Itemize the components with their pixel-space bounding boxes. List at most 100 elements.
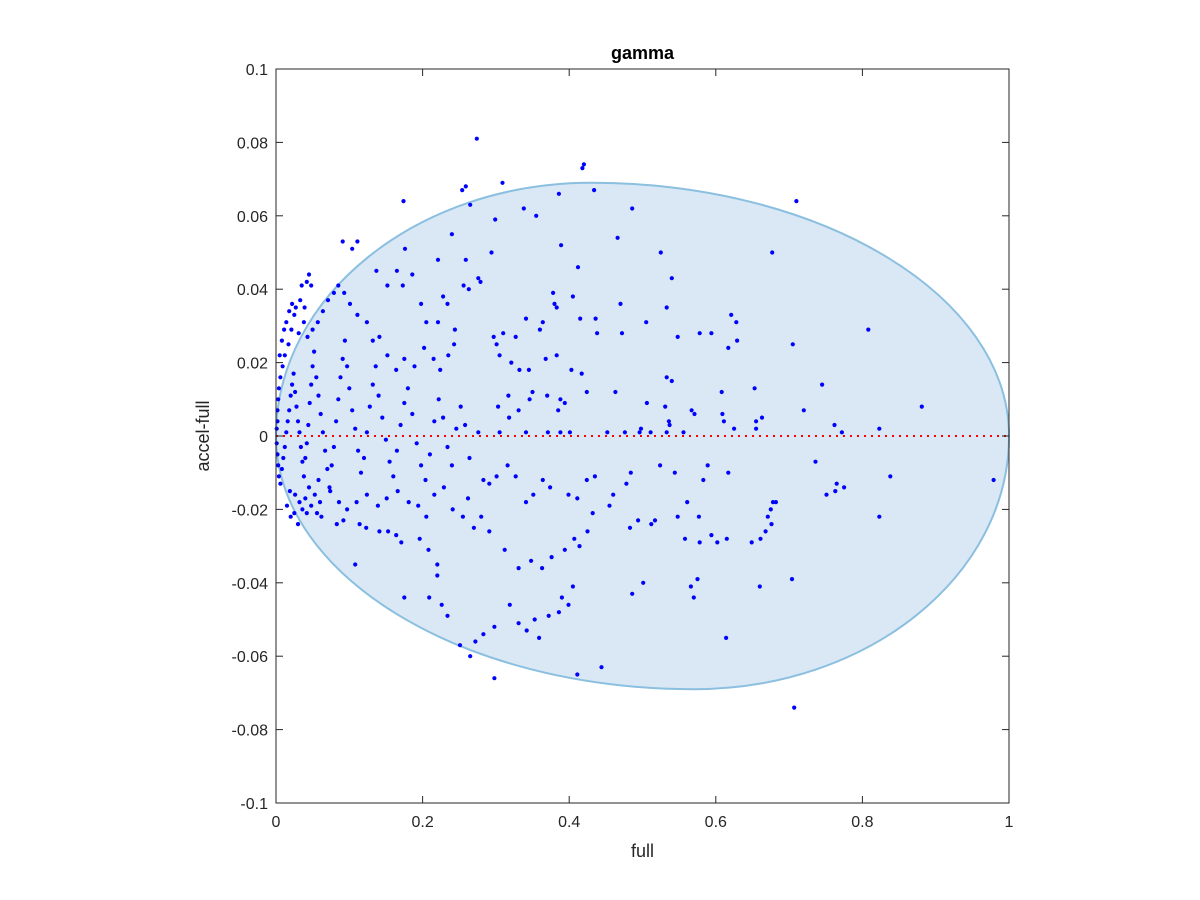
data-point — [790, 342, 795, 347]
data-point — [310, 364, 315, 369]
data-point — [402, 400, 407, 406]
data-point — [496, 404, 501, 409]
data-point — [497, 430, 502, 435]
data-point — [277, 353, 282, 358]
data-point — [303, 455, 308, 461]
data-point — [592, 188, 597, 193]
data-point — [463, 422, 468, 428]
data-point — [414, 441, 419, 446]
data-point — [669, 378, 674, 384]
data-point — [383, 437, 388, 442]
data-point — [288, 393, 293, 398]
data-point — [449, 232, 454, 237]
data-point — [834, 481, 839, 486]
data-point — [329, 463, 334, 468]
data-point — [317, 500, 323, 505]
data-point — [445, 613, 450, 618]
data-point — [345, 507, 350, 512]
data-point — [585, 529, 590, 534]
data-point — [320, 430, 325, 435]
x-tick-label: 0.4 — [558, 814, 580, 831]
y-tick-label: 0.1 — [246, 62, 268, 79]
data-point — [529, 558, 534, 563]
data-point — [765, 514, 770, 519]
data-point — [509, 360, 514, 365]
data-point — [789, 577, 795, 582]
data-point — [575, 265, 581, 270]
data-point — [792, 705, 797, 710]
data-point — [763, 529, 768, 534]
data-point — [556, 610, 562, 615]
data-point — [334, 419, 339, 424]
data-point — [820, 382, 825, 387]
data-point — [500, 180, 505, 185]
data-point — [276, 386, 281, 391]
data-point — [385, 283, 390, 288]
data-point — [824, 492, 829, 497]
data-point — [579, 371, 584, 376]
data-point — [813, 459, 818, 464]
data-point — [401, 199, 406, 204]
x-tick-label: 0.6 — [705, 814, 727, 831]
data-point — [328, 489, 333, 494]
y-tick-label: 0.04 — [237, 282, 268, 299]
data-point — [441, 294, 446, 299]
data-point — [347, 386, 352, 391]
data-point — [497, 353, 502, 358]
data-point — [298, 298, 303, 303]
data-point — [720, 411, 725, 417]
data-point — [278, 481, 283, 486]
data-point — [299, 283, 304, 288]
data-point — [286, 342, 291, 347]
data-point — [724, 635, 729, 641]
data-point — [540, 566, 545, 571]
data-point — [405, 386, 410, 391]
data-point — [487, 529, 492, 534]
data-point — [342, 290, 347, 295]
data-point — [398, 422, 403, 428]
data-point — [375, 503, 380, 508]
data-point — [287, 489, 292, 494]
data-point — [734, 320, 739, 325]
data-point — [534, 213, 539, 218]
data-point — [301, 320, 306, 325]
data-point — [770, 250, 775, 255]
data-point — [303, 496, 308, 501]
data-point — [494, 342, 499, 347]
data-point — [432, 492, 437, 497]
data-point — [293, 305, 298, 310]
data-point — [399, 540, 404, 545]
data-point — [400, 283, 405, 288]
data-point — [441, 485, 446, 490]
data-point — [427, 595, 432, 600]
data-point — [516, 621, 521, 626]
data-point — [291, 371, 296, 376]
data-point — [364, 492, 369, 497]
data-point — [675, 334, 680, 339]
data-point — [309, 382, 314, 387]
data-point — [537, 635, 542, 641]
data-point — [688, 584, 694, 589]
data-point — [284, 503, 290, 508]
data-point — [282, 353, 287, 358]
data-point — [340, 239, 345, 244]
data-point — [402, 356, 407, 361]
data-point — [327, 485, 332, 490]
y-tick-label: -0.02 — [232, 502, 269, 519]
data-point — [436, 397, 441, 402]
data-point — [460, 514, 465, 519]
data-point — [289, 327, 294, 332]
data-point — [754, 419, 759, 424]
data-point — [353, 562, 358, 567]
data-point — [446, 353, 451, 358]
data-point — [675, 514, 680, 519]
data-point — [309, 283, 314, 288]
x-tick-label: 0.2 — [411, 814, 433, 831]
data-point — [644, 320, 649, 325]
data-point — [473, 639, 478, 644]
data-point — [732, 426, 737, 431]
data-point — [320, 309, 325, 314]
data-point — [624, 481, 629, 486]
data-point — [569, 367, 574, 372]
